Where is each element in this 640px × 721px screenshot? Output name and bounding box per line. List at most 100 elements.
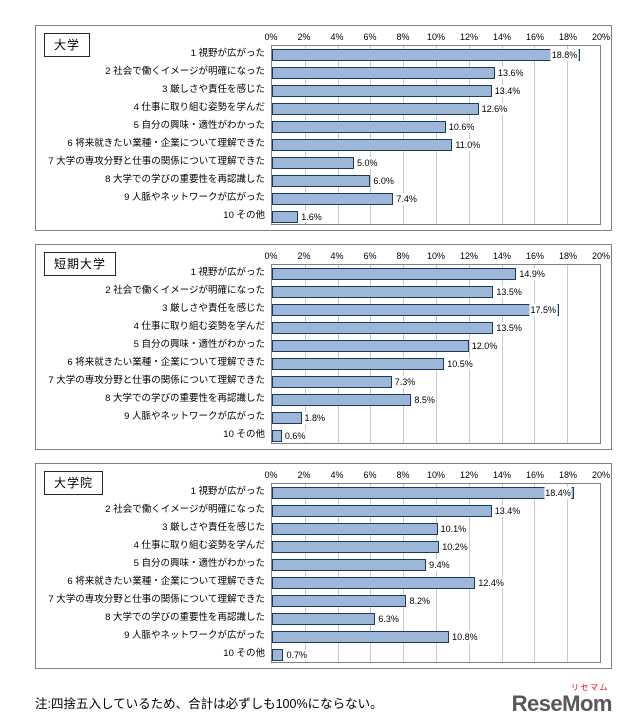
bar: [272, 268, 517, 280]
x-axis-tick: 16%: [525, 251, 545, 261]
gridline: [370, 265, 372, 443]
bar-value-label: 10.6%: [447, 121, 476, 133]
bar-value-label: 8.5%: [413, 394, 436, 406]
gridline: [436, 46, 437, 224]
bar-value-label: 1.8%: [303, 412, 327, 424]
logo-furigana: リセマム: [571, 683, 609, 692]
chart-box-junior-college: 短期大学 0% 2% 4% 6% 8% 10% 12% 14% 16% 18% 20% 1 視野が広がっ…: [35, 244, 612, 450]
category-label: 8 大学での学びの重要性を再認識した: [105, 612, 265, 623]
gridline: [534, 484, 536, 662]
category-label: 2 社会で働くイメージが明確になった: [105, 504, 265, 515]
gridline: [304, 46, 306, 224]
chart-area: 0% 2% 4% 6% 8% 10% 12% 14% 16% 18% 20% 1 視野が広がった 2 社…: [44, 470, 610, 663]
x-axis-tick: 2%: [297, 470, 311, 480]
x-axis-tick: 6%: [363, 251, 377, 261]
chart-body: 1 視野が広がった 2 社会で働くイメージが明確になった 3 厳しさや責任を感じた 4…: [44, 45, 601, 225]
gridline: [304, 265, 306, 443]
bar-value-label: 10.8%: [451, 631, 479, 643]
bar-value-label: 14.9%: [518, 268, 546, 280]
bar-value-label: 11.0%: [454, 139, 482, 151]
bar: [272, 595, 407, 607]
x-axis-tick: 0%: [264, 470, 278, 480]
bar-value-label: 13.5%: [495, 322, 523, 334]
category-label: 10 その他: [223, 648, 265, 659]
bar-value-label: 8.2%: [408, 595, 431, 607]
category-label: 10 その他: [223, 210, 265, 221]
category-label: 4 仕事に取り組む姿勢を学んだ: [133, 102, 265, 113]
bar: [272, 286, 494, 298]
bar-value-label: 17.5%: [529, 304, 557, 316]
footer: 注:四捨五入しているため、合計は必ずしも100%にならない。 リセマム Rese…: [35, 683, 613, 715]
category-label: 9 人脈やネットワークが広がった: [124, 192, 265, 203]
gridline: [337, 484, 339, 662]
chart-box-university: 大学 0% 2% 4% 6% 8% 10% 12% 14% 16% 18% 20% 1 視野が広がった 2…: [35, 25, 612, 231]
category-label: 6 将来就きたい業種・企業について理解できた: [67, 576, 265, 587]
bar: [272, 157, 354, 169]
gridline: [436, 484, 437, 662]
gridline: [468, 46, 470, 224]
gridline: [403, 484, 405, 662]
category-labels: 1 視野が広がった 2 社会で働くイメージが明確になった 3 厳しさや責任を感じた 4…: [44, 264, 271, 444]
category-label: 5 自分の興味・適性がわかった: [133, 339, 265, 350]
bar-value-label: 18.4%: [544, 487, 572, 499]
x-axis-tick: 10%: [426, 251, 446, 261]
bar-value-label: 0.7%: [285, 649, 308, 661]
x-axis-tick: 0%: [264, 251, 278, 261]
x-axis-tick: 4%: [330, 32, 344, 42]
category-label: 5 自分の興味・適性がわかった: [133, 558, 265, 569]
bar-value-label: 9.4%: [428, 559, 451, 571]
x-axis-tick: 12%: [459, 251, 479, 261]
gridline: [501, 484, 503, 662]
category-label: 9 人脈やネットワークが広がった: [124, 411, 265, 422]
category-label: 8 大学での学びの重要性を再認識した: [105, 174, 265, 185]
x-axis: 0% 2% 4% 6% 8% 10% 12% 14% 16% 18% 20%: [264, 32, 610, 45]
x-axis-tick: 0%: [264, 32, 278, 42]
gridline: [468, 265, 470, 443]
gridline: [337, 46, 339, 224]
category-label: 7 大学の専攻分野と仕事の関係について理解できた: [48, 594, 265, 605]
x-axis-tick: 14%: [492, 470, 512, 480]
bar-value-label: 12.6%: [480, 103, 509, 115]
category-label: 9 人脈やネットワークが広がった: [124, 630, 265, 641]
category-label: 3 厳しさや責任を感じた: [162, 522, 265, 533]
category-label: 4 仕事に取り組む姿勢を学んだ: [133, 540, 265, 551]
bar: [272, 394, 412, 406]
x-axis-tick: 2%: [297, 32, 311, 42]
bar-value-label: 10.2%: [441, 541, 469, 553]
x-axis-tick: 6%: [363, 32, 377, 42]
gridline: [534, 265, 536, 443]
x-axis-tick: 2%: [297, 251, 311, 261]
x-axis-tick: 4%: [330, 470, 344, 480]
bar-value-label: 18.8%: [550, 49, 579, 61]
gridline: [468, 484, 470, 662]
category-label: 1 視野が広がった: [190, 486, 265, 497]
plot-area: 14.9% 13.5% 17.5% 13.5% 12.0% 10.5% 7.3% 8.5% 1.…: [271, 264, 601, 444]
bar-value-label: 10.5%: [446, 358, 474, 370]
gridline: [501, 46, 503, 224]
chart-title: 大学: [44, 33, 91, 57]
chart-title: 大学院: [44, 471, 104, 495]
x-axis-tick: 18%: [558, 32, 578, 42]
gridline: [501, 265, 503, 443]
bar: [272, 577, 476, 589]
category-label: 7 大学の専攻分野と仕事の関係について理解できた: [48, 375, 265, 386]
x-axis-tick: 18%: [558, 470, 578, 480]
category-label: 10 その他: [223, 429, 265, 440]
chart-body: 1 視野が広がった 2 社会で働くイメージが明確になった 3 厳しさや責任を感じた 4…: [44, 483, 601, 663]
bar-value-label: 0.6%: [283, 430, 307, 442]
x-axis-tick: 10%: [426, 32, 446, 42]
x-axis-tick: 12%: [459, 470, 479, 480]
category-label: 2 社会で働くイメージが明確になった: [105, 285, 265, 296]
plot-area: 18.8% 13.6% 13.4% 12.6% 10.6% 11.0% 5.0% 6.0% 7.…: [271, 45, 601, 225]
x-axis-tick: 16%: [525, 470, 545, 480]
x-axis-tick: 20%: [591, 32, 611, 42]
bar-value-label: 13.4%: [493, 505, 522, 517]
bar: [272, 358, 445, 370]
gridline: [567, 46, 569, 224]
x-axis-tick: 6%: [363, 470, 377, 480]
bar: [272, 340, 469, 352]
x-axis-tick: 12%: [459, 32, 479, 42]
x-axis-tick: 20%: [591, 251, 611, 261]
x-axis: 0% 2% 4% 6% 8% 10% 12% 14% 16% 18% 20%: [264, 470, 610, 483]
